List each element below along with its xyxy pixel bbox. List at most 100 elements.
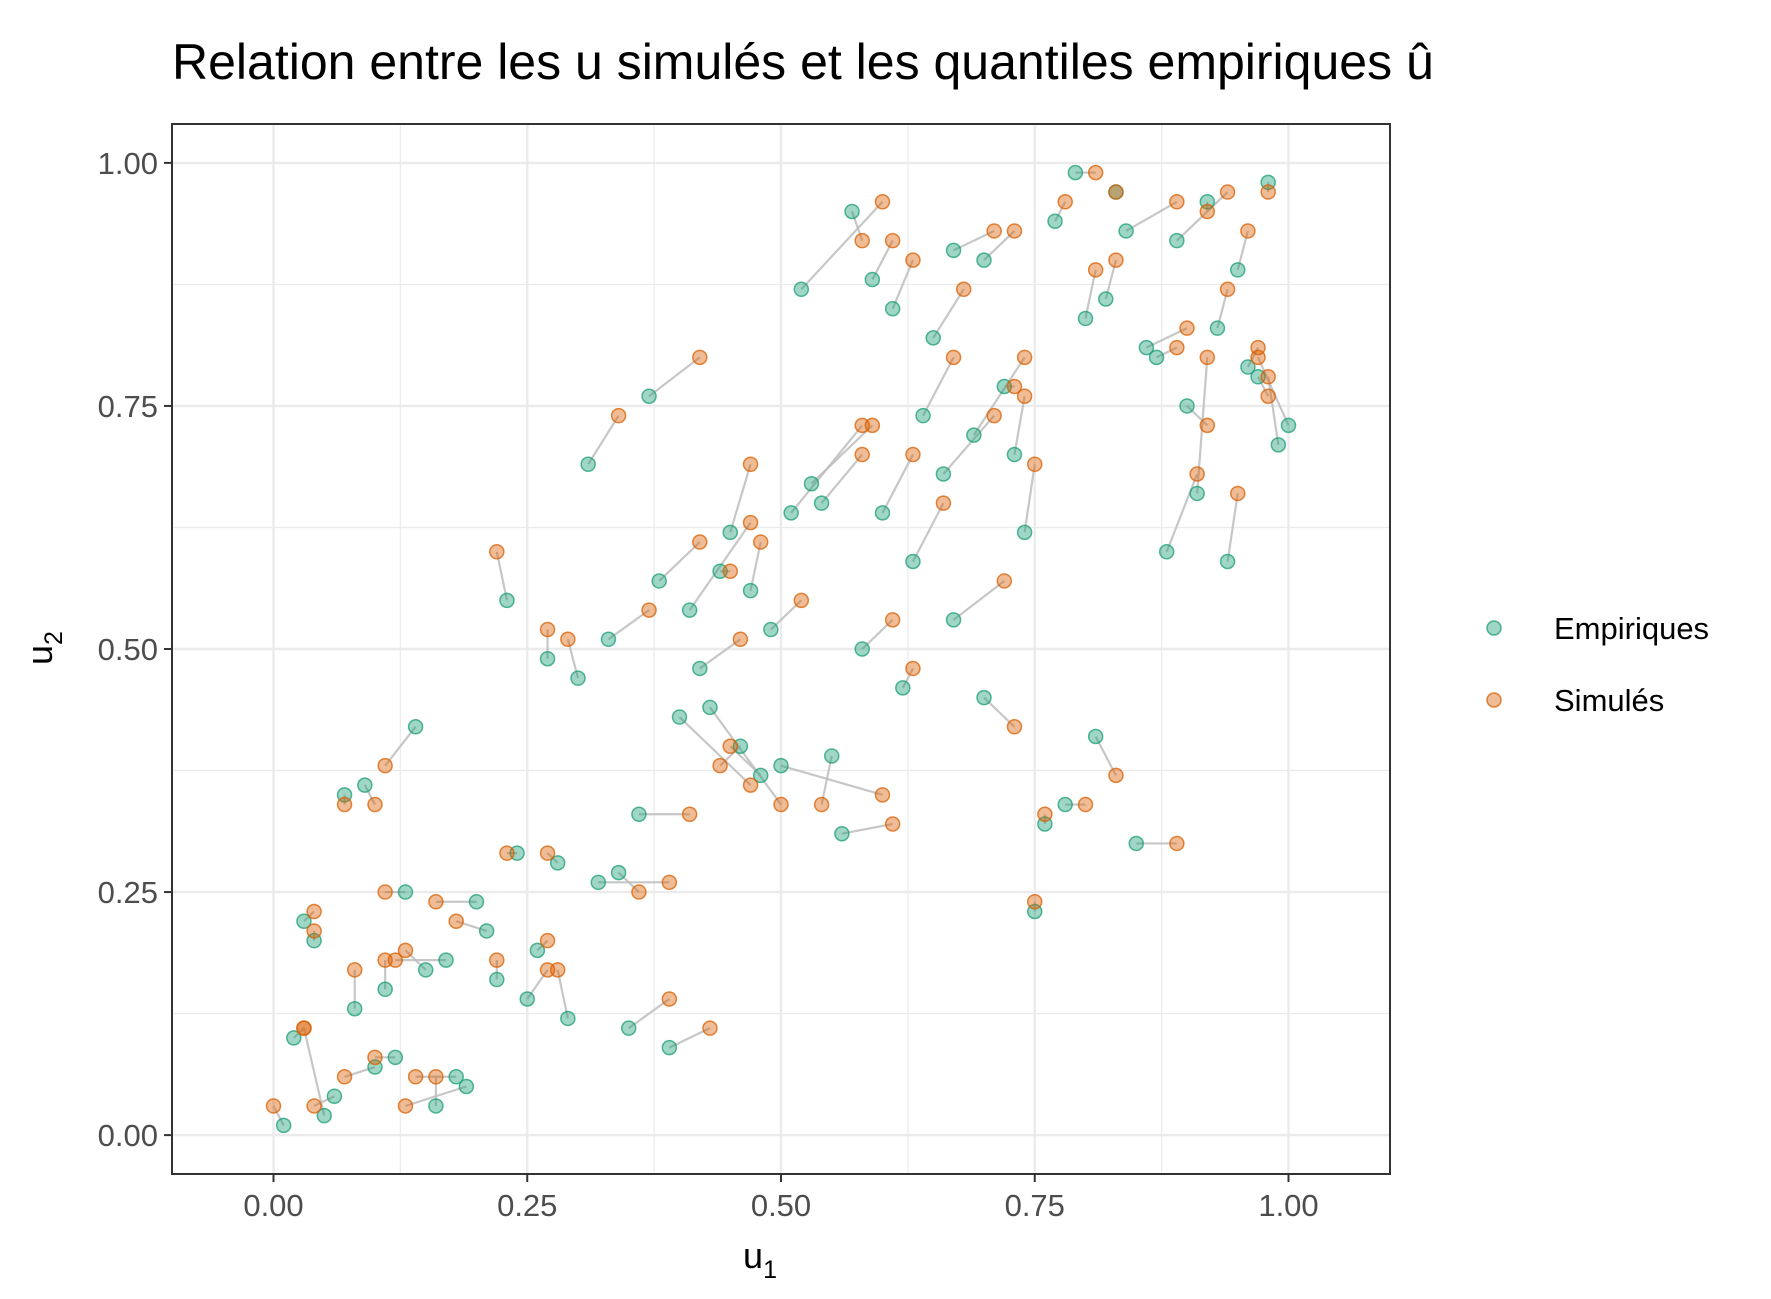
point-empirical xyxy=(1270,437,1287,453)
point-empirical xyxy=(1128,835,1144,852)
point-empirical xyxy=(1077,310,1094,327)
connector-segment xyxy=(851,211,864,242)
connector-segment xyxy=(1013,396,1026,455)
point-simulated xyxy=(905,660,921,677)
point-empirical xyxy=(966,427,982,443)
point-simulated xyxy=(884,232,901,249)
connector-segment xyxy=(1165,473,1199,553)
point-simulated xyxy=(1057,194,1073,210)
y-tick-label: 1.00 xyxy=(98,146,158,181)
connector-segment xyxy=(942,414,995,475)
point-simulated xyxy=(692,534,708,550)
point-empirical xyxy=(600,631,617,648)
point-simulated xyxy=(641,602,657,618)
point-empirical xyxy=(1148,349,1165,366)
connector-segment xyxy=(313,1095,335,1107)
point-empirical xyxy=(478,923,495,939)
legend-label-simulated: Simulés xyxy=(1554,683,1664,718)
x-tick-label: 0.75 xyxy=(1005,1188,1065,1223)
plot-area xyxy=(171,123,1391,1175)
y-tick-label: 0.00 xyxy=(98,1118,158,1153)
connector-segment xyxy=(810,424,874,485)
point-simulated xyxy=(1219,184,1236,200)
point-simulated xyxy=(1199,417,1216,434)
point-empirical xyxy=(489,971,505,988)
point-empirical xyxy=(1240,359,1256,375)
y-tick-label: 0.25 xyxy=(98,875,158,910)
point-empirical xyxy=(945,612,962,628)
point-simulated xyxy=(1260,369,1276,385)
point-simulated xyxy=(773,796,789,813)
legend-label-empirical: Empiriques xyxy=(1554,611,1709,646)
connector-segment xyxy=(495,551,509,601)
point-simulated xyxy=(905,252,921,268)
legend: Empiriques Simulés xyxy=(1486,611,1709,718)
point-empirical xyxy=(631,806,647,823)
connector-segment xyxy=(891,259,914,310)
connector-segment xyxy=(302,1027,326,1116)
connector-segment xyxy=(901,667,914,689)
point-simulated xyxy=(864,417,881,434)
connector-segment xyxy=(911,502,945,563)
y-axis-title: u2 xyxy=(19,631,68,665)
point-simulated xyxy=(397,942,414,959)
point-simulated xyxy=(549,962,566,978)
connector-segment xyxy=(526,969,549,1000)
point-empirical xyxy=(752,767,769,784)
x-axis-title-subscript: 1 xyxy=(763,1256,777,1284)
point-empirical xyxy=(326,1088,343,1104)
point-simulated xyxy=(489,544,505,560)
point-simulated xyxy=(448,913,464,929)
point-simulated xyxy=(742,777,759,793)
connector-segment xyxy=(556,969,569,1019)
point-simulated xyxy=(1027,894,1043,910)
point-empirical xyxy=(773,757,789,774)
point-empirical xyxy=(844,203,860,220)
connector-segment xyxy=(1023,464,1036,533)
point-simulated xyxy=(539,932,556,949)
point-empirical xyxy=(519,991,535,1007)
point-simulated xyxy=(1027,456,1043,473)
point-simulated xyxy=(1006,223,1023,239)
point-empirical xyxy=(346,1000,363,1017)
point-simulated xyxy=(884,612,901,628)
point-empirical xyxy=(428,1098,444,1114)
point-empirical xyxy=(529,942,546,959)
legend-key-empirical xyxy=(1486,620,1502,636)
point-empirical xyxy=(1209,320,1226,336)
point-simulated xyxy=(1037,806,1053,823)
connector-segment xyxy=(1054,201,1067,222)
point-simulated xyxy=(499,845,515,861)
point-simulated xyxy=(1189,466,1205,482)
point-empirical xyxy=(834,825,850,842)
connector-segment xyxy=(922,356,955,417)
connector-segment xyxy=(841,822,893,835)
x-tick-label: 0.50 xyxy=(751,1188,811,1223)
point-simulated xyxy=(387,952,404,968)
point-empirical xyxy=(864,271,881,288)
connector-segment xyxy=(678,716,752,786)
point-empirical xyxy=(580,456,596,473)
chart-title: Relation entre les u simulés et les quan… xyxy=(172,34,1434,90)
point-simulated xyxy=(367,796,383,813)
connector-segment xyxy=(455,920,487,932)
point-simulated xyxy=(742,456,759,473)
point-empirical xyxy=(945,242,962,259)
point-empirical xyxy=(671,709,688,725)
connector-segment xyxy=(1125,200,1178,232)
point-empirical xyxy=(692,660,708,677)
point-simulated xyxy=(1260,388,1276,404)
point-simulated xyxy=(631,884,647,900)
point-simulated xyxy=(539,621,556,638)
point-empirical xyxy=(976,689,992,706)
point-simulated xyxy=(407,1069,424,1085)
point-simulated xyxy=(1199,349,1216,366)
x-axis: 0.00 0.25 0.50 0.75 1.00 xyxy=(243,1174,1319,1223)
connector-segment xyxy=(1226,493,1239,562)
point-simulated xyxy=(1219,281,1236,298)
point-simulated xyxy=(854,446,870,463)
point-simulated xyxy=(336,796,353,813)
point-simulated xyxy=(661,874,678,891)
point-empirical xyxy=(610,864,627,881)
